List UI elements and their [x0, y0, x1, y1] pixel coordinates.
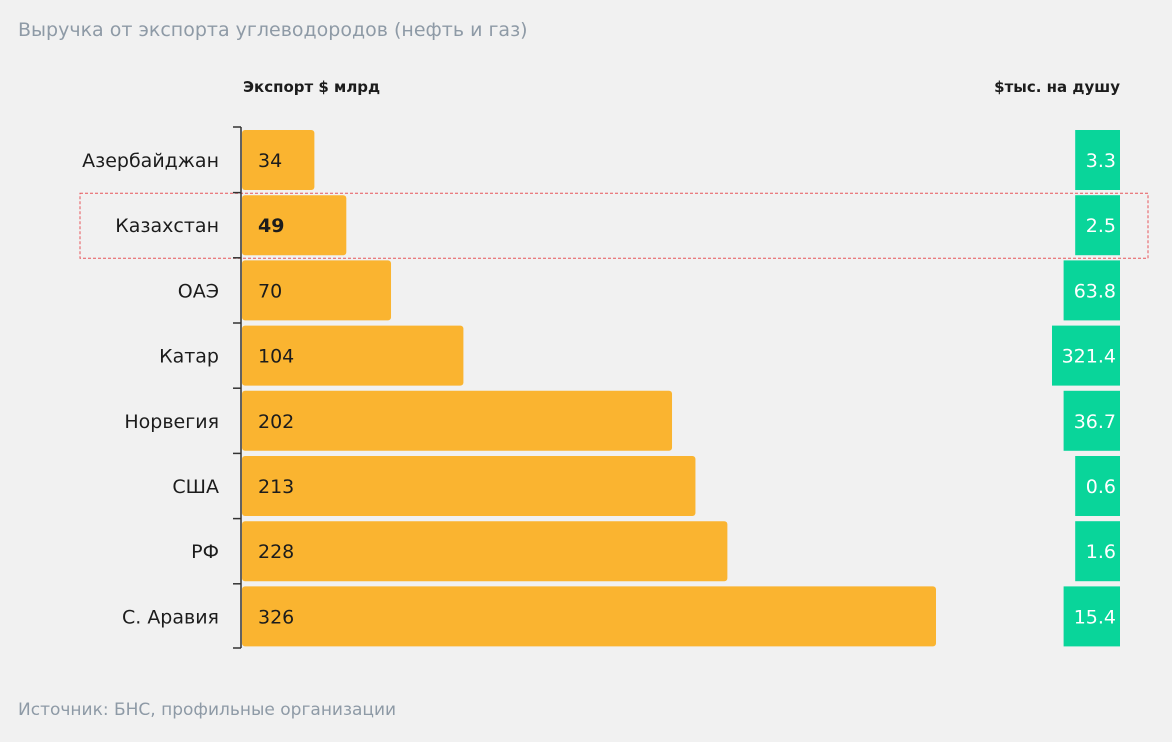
- per-capita-value-label: 2.5: [1086, 215, 1116, 237]
- export-value-label: 70: [258, 280, 282, 302]
- per-capita-box: [1075, 521, 1120, 582]
- export-bar: [242, 325, 464, 386]
- export-bar: [242, 130, 315, 190]
- category-label: Катар: [159, 346, 219, 368]
- export-value-label: 213: [258, 476, 294, 498]
- category-label: ОАЭ: [178, 280, 219, 302]
- source-note: Источник: БНС, профильные организации: [18, 700, 397, 720]
- export-value-label: 49: [258, 215, 284, 237]
- per-capita-box: [1075, 456, 1120, 516]
- per-capita-value-label: 15.4: [1074, 606, 1116, 628]
- per-capita-value-label: 321.4: [1062, 346, 1116, 368]
- export-bar: [242, 456, 696, 516]
- export-value-label: 202: [258, 411, 294, 433]
- export-bar: [242, 260, 392, 321]
- per-capita-box: [1052, 325, 1120, 386]
- per-capita-box: [1063, 390, 1120, 451]
- export-value-label: 34: [258, 150, 282, 172]
- category-label: РФ: [191, 541, 219, 563]
- per-capita-value-label: 3.3: [1086, 150, 1116, 172]
- per-capita-column-header: $тыс. на душу: [994, 78, 1120, 96]
- category-label: С. Аравия: [122, 606, 219, 628]
- export-value-label: 104: [258, 346, 294, 368]
- category-label: Казахстан: [115, 215, 219, 237]
- per-capita-box: [1075, 130, 1120, 190]
- per-capita-value-label: 0.6: [1086, 476, 1116, 498]
- per-capita-value-label: 63.8: [1074, 280, 1116, 302]
- per-capita-box: [1063, 586, 1120, 647]
- category-label: США: [172, 476, 219, 498]
- export-value-label: 228: [258, 541, 294, 563]
- chart-title: Выручка от экспорта углеводородов (нефть…: [18, 19, 528, 41]
- export-bar: [242, 390, 673, 451]
- export-value-label: 326: [258, 606, 294, 628]
- category-label: Норвегия: [124, 411, 219, 433]
- per-capita-value-label: 36.7: [1074, 411, 1116, 433]
- highlight-frame: [79, 192, 1149, 259]
- export-bar: [242, 195, 347, 256]
- export-column-header: Экспорт $ млрд: [243, 78, 381, 96]
- export-bar: [242, 521, 728, 582]
- per-capita-box: [1075, 195, 1120, 256]
- per-capita-box: [1063, 260, 1120, 321]
- export-bar: [242, 586, 936, 647]
- per-capita-value-label: 1.6: [1086, 541, 1116, 563]
- category-label: Азербайджан: [82, 150, 219, 172]
